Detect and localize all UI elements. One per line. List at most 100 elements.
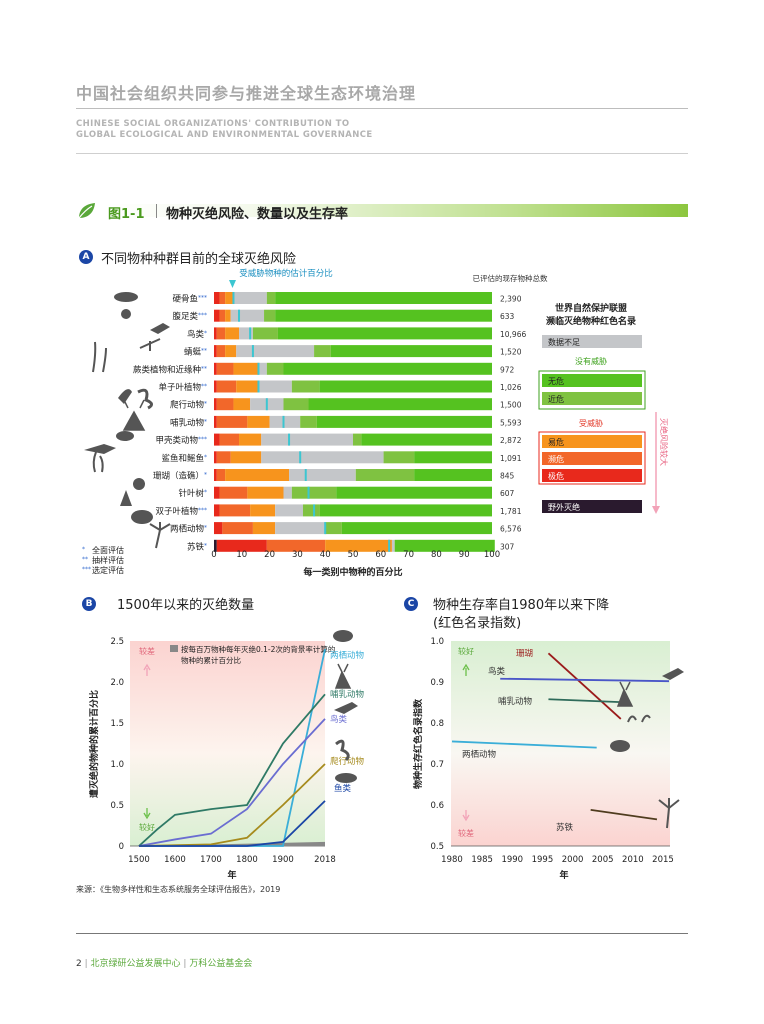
- header-divider: [76, 108, 688, 109]
- species-total: 6,576: [500, 525, 522, 534]
- threatened-estimate-marker: [257, 380, 260, 393]
- series-line: [500, 677, 670, 683]
- species-total: 607: [500, 489, 515, 498]
- bar-segment-near_threatened: [252, 327, 278, 340]
- species-total: 1,781: [500, 507, 522, 516]
- category-label: 鲨鱼和鳐鱼*: [161, 453, 207, 464]
- chart-a-extinction-risk: 硬骨鱼*** 腹足类*** 鸟类* 蜻蜓** 蕨类植物和近缘种** 单子叶植物** 爬行动物…: [82, 268, 669, 578]
- legend-data-deficient-swatch: [542, 335, 642, 348]
- chart-c-red-list-index: 0.5 0.6 0.7 0.8 0.9 1.0 1980 1985 1990 1995 2000 20…: [412, 637, 684, 881]
- risk-arrow-head: [652, 506, 660, 514]
- series-label: 哺乳动物: [330, 689, 365, 700]
- series-line: [138, 763, 326, 847]
- bar-segment-near_threatened: [266, 362, 284, 375]
- better-arrow-icon: [462, 663, 470, 676]
- threatened-estimate-marker: [324, 522, 327, 535]
- frog-silhouette-icon: [131, 510, 153, 524]
- bar-segment-endangered: [216, 451, 231, 464]
- bar-segment-vulnerable: [325, 539, 392, 552]
- bar-segment-data_deficient: [258, 362, 267, 375]
- figure-title: 物种灭绝风险、数量以及生存率: [166, 207, 349, 222]
- x-tick-label: 1990: [501, 855, 523, 865]
- report-title-en-line1: CHINESE SOCIAL ORGANIZATIONS' CONTRIBUTI…: [76, 119, 350, 129]
- category-label: 甲壳类动物***: [155, 435, 207, 446]
- bar-segment-endangered: [219, 433, 240, 446]
- x-tick-label: 40: [320, 550, 331, 560]
- bar-segment-vulnerable: [230, 451, 262, 464]
- bar-segment-data_deficient: [233, 292, 267, 304]
- bar-segment-least_concern: [275, 292, 492, 304]
- bar-segment-endangered: [216, 380, 237, 393]
- threatened-estimate-marker: [313, 504, 316, 517]
- chart-a-category-labels: 硬骨鱼*** 腹足类*** 鸟类* 蜻蜓** 蕨类植物和近缘种** 单子叶植物** 爬行动物…: [133, 294, 207, 553]
- x-tick-label: 10: [236, 550, 247, 560]
- assessment-key-label: 抽样评估: [92, 555, 124, 565]
- coral-silhouette-icon: [627, 714, 651, 723]
- bar-segment-endangered: [266, 539, 326, 552]
- species-total: 2,390: [500, 295, 522, 304]
- legend-group-not-threatened: 没有威胁: [575, 356, 607, 366]
- bar-segment-critically_endangered: [214, 469, 217, 481]
- legend-data-deficient-label: 数据不足: [548, 337, 580, 347]
- assessment-key-mark: *: [82, 546, 85, 553]
- bar-segment-vulnerable: [247, 415, 270, 428]
- bar-segment-near_threatened: [302, 504, 320, 517]
- bar-segment-least_concern: [319, 504, 492, 517]
- leaf-icon: [78, 203, 95, 219]
- panel-b-badge: B: [82, 597, 96, 611]
- bar-segment-critically_endangered: [214, 327, 217, 340]
- y-tick-label: 1.0: [110, 760, 124, 770]
- threatened-estimate-marker: [232, 292, 235, 304]
- bar-segment-least_concern: [361, 433, 492, 446]
- chart-a-silhouettes: [84, 292, 171, 549]
- bar-segment-critically_endangered: [214, 504, 220, 517]
- bird-silhouette-icon: [662, 668, 684, 680]
- bar-segment-near_threatened: [314, 345, 331, 358]
- series-line: [138, 718, 326, 847]
- bar-segment-data_deficient: [283, 486, 292, 499]
- bar-segment-endangered: [216, 398, 234, 411]
- chart-a-legend: 世界自然保护联盟濒临灭绝物种红色名录数据不足没有威胁无危近危受威胁易危濒危极危野…: [82, 302, 669, 575]
- bar-segment-least_concern: [414, 451, 492, 464]
- x-tick-label: 50: [348, 550, 359, 560]
- series-line: [139, 800, 326, 847]
- chart-a-bars: [214, 292, 495, 552]
- chart-b-plot: 0 0.5 1.0 1.5 2.0 2.5 1500 1600 1700 1800 1900 2018…: [88, 630, 365, 881]
- series-label: 两栖动物: [462, 749, 497, 760]
- x-tick-label: 70: [403, 550, 414, 560]
- assessment-key-mark: ***: [82, 566, 91, 573]
- dragonfly-silhouette-icon: [139, 338, 161, 351]
- category-label: 蜻蜓**: [184, 347, 207, 358]
- threatened-estimate-marker: [304, 469, 307, 481]
- threatened-estimate-marker: [251, 345, 254, 358]
- series-line: [547, 652, 622, 720]
- bar-segment-extinct_in_wild: [214, 539, 217, 552]
- header-divider-2: [76, 153, 688, 154]
- threatened-estimate-marker: [257, 362, 260, 375]
- bar-segment-critically_endangered: [214, 380, 217, 393]
- bar-segment-near_threatened: [266, 292, 276, 304]
- dicot-silhouette-icon: [133, 478, 145, 490]
- chart-a-totals: 2,390 633 10,966 1,520 972 1,026 1,500 5,593 2,8…: [500, 295, 526, 552]
- species-total: 972: [500, 365, 515, 374]
- x-tick-label: 1500: [128, 855, 150, 865]
- bar-segment-least_concern: [283, 362, 492, 375]
- species-total: 2,872: [500, 436, 522, 445]
- legend-title-line2: 濒临灭绝物种红色名录: [546, 315, 636, 327]
- bar-segment-endangered: [222, 522, 253, 535]
- series-label: 珊瑚: [516, 648, 533, 659]
- crab-silhouette-icon: [116, 431, 134, 441]
- x-axis-title: 每一类别中物种的百分比: [303, 566, 402, 578]
- y-tick-label: 0.5: [110, 801, 124, 811]
- chart-a-x-axis: 0 10 20 30 40 50 60 70 80 90 100 每一类别中物种的百分比 受威胁物种的估…: [211, 268, 548, 578]
- deer-silhouette-icon: [616, 681, 634, 707]
- bar-segment-critically_endangered: [214, 433, 220, 446]
- series-label: 爬行动物: [330, 756, 365, 767]
- bar-segment-vulnerable: [233, 398, 251, 411]
- page-number: 2: [76, 959, 82, 969]
- threatened-estimate-marker: [249, 327, 252, 340]
- assessment-key-label: 选定评估: [92, 565, 124, 575]
- x-tick-label: 2015: [652, 855, 674, 865]
- bar-segment-vulnerable: [236, 380, 259, 393]
- y-tick-label: 1.0: [430, 637, 444, 647]
